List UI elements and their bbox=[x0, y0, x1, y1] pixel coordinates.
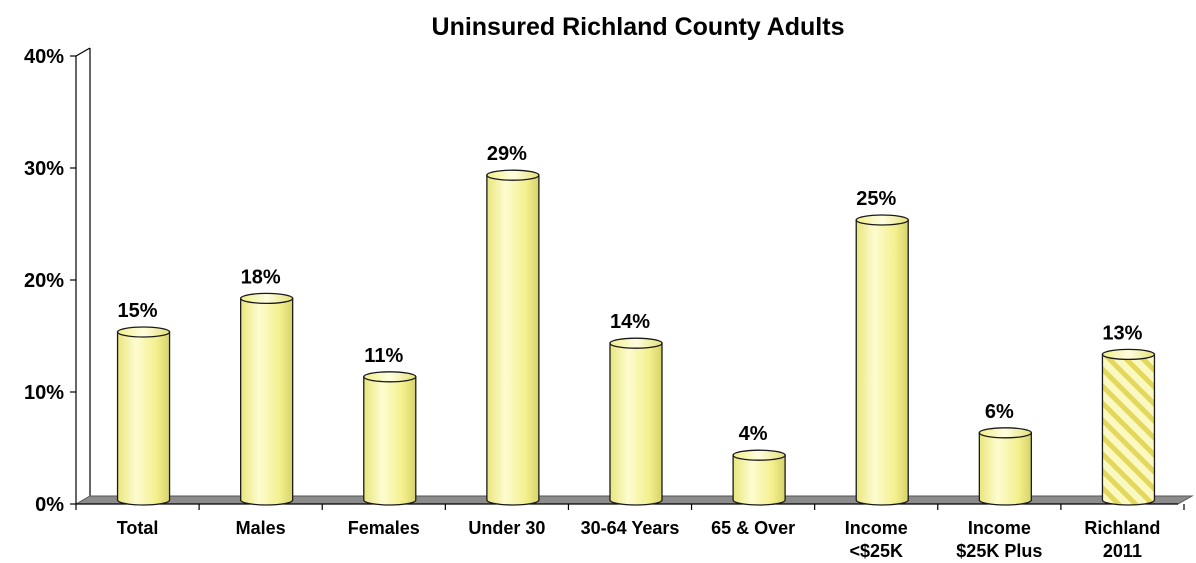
data-label: 14% bbox=[610, 311, 650, 333]
category-label: Income bbox=[968, 518, 1031, 538]
category-label: $25K Plus bbox=[956, 541, 1042, 561]
bar-cap bbox=[1101, 348, 1156, 361]
y-tick-label: 10% bbox=[24, 382, 64, 404]
bar-body bbox=[486, 174, 540, 506]
bar bbox=[116, 326, 171, 506]
category-label: Females bbox=[348, 518, 420, 538]
category-label: Under 30 bbox=[468, 518, 545, 538]
bar-body bbox=[732, 454, 786, 506]
bar bbox=[240, 292, 294, 506]
y-tick-label: 40% bbox=[24, 46, 64, 68]
bar bbox=[363, 371, 417, 506]
data-label: 4% bbox=[739, 423, 768, 445]
category-label: Richland bbox=[1084, 518, 1160, 538]
y-tick-label: 20% bbox=[24, 270, 64, 292]
category-label: 30-64 Years bbox=[581, 518, 680, 538]
bar-cap bbox=[855, 214, 909, 226]
bar-cap bbox=[116, 326, 171, 338]
bar-body bbox=[240, 297, 294, 506]
category-label: <$25K bbox=[849, 541, 903, 561]
bar-body bbox=[1101, 353, 1156, 506]
bar bbox=[609, 337, 663, 506]
bar-cap bbox=[732, 449, 786, 461]
bar-body bbox=[116, 331, 171, 506]
x-axis-categories: Total Males Females Under 30 30-64 Years 65 &… bbox=[75, 504, 1185, 561]
category-label: Total bbox=[117, 518, 159, 538]
bar bbox=[1101, 348, 1156, 506]
category-label: 2011 bbox=[1103, 541, 1142, 561]
data-label: 13% bbox=[1102, 322, 1142, 344]
category-label: 65 & Over bbox=[711, 518, 795, 538]
bar-body bbox=[978, 432, 1032, 506]
data-label: 6% bbox=[985, 401, 1014, 423]
bar-cap bbox=[978, 427, 1032, 439]
data-label: 11% bbox=[364, 345, 403, 367]
bar-cap bbox=[363, 371, 417, 383]
bar-cap bbox=[609, 337, 663, 349]
bar-body bbox=[609, 342, 663, 506]
bar-cap bbox=[240, 292, 294, 305]
bar bbox=[732, 449, 786, 506]
bar bbox=[486, 169, 540, 506]
data-label: 29% bbox=[487, 143, 527, 165]
chart-title: Uninsured Richland County Adults bbox=[432, 13, 845, 41]
bar-body bbox=[363, 376, 417, 506]
data-label: 18% bbox=[241, 266, 281, 288]
y-axis-top-edge bbox=[75, 47, 91, 57]
y-tick-label: 30% bbox=[24, 158, 64, 180]
data-labels: 15% 18% 11% 29% 14% 4% 25% 6% 13% bbox=[118, 143, 1143, 445]
bars bbox=[116, 169, 1156, 506]
data-label: 15% bbox=[118, 300, 158, 322]
data-label: 25% bbox=[856, 188, 896, 210]
category-label: Males bbox=[236, 518, 286, 538]
bar bbox=[855, 214, 909, 506]
bar bbox=[978, 427, 1032, 506]
y-axis-ticks: 0% 10% 20% 30% 40% bbox=[24, 46, 76, 516]
y-tick-label: 0% bbox=[35, 494, 64, 516]
category-label: Income bbox=[845, 518, 908, 538]
bar-cap bbox=[486, 169, 540, 181]
bar-body bbox=[855, 219, 909, 506]
